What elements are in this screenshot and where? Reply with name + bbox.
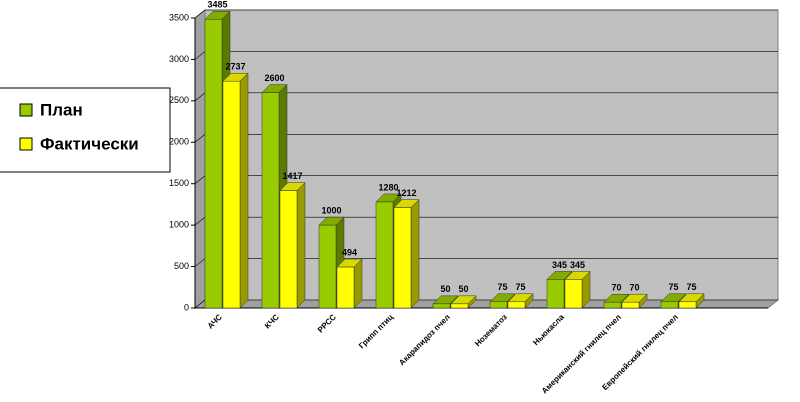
- grid-line: [194, 216, 206, 226]
- value-label: 70: [629, 283, 639, 293]
- bar-side: [239, 72, 249, 309]
- value-label: 1417: [282, 171, 302, 181]
- side-wall: [194, 8, 206, 310]
- grid-line: [194, 9, 206, 19]
- value-label: 75: [668, 282, 678, 292]
- value-label: 1000: [321, 206, 341, 216]
- y-tick-label: 3500: [169, 12, 189, 22]
- x-tick-label: Акарапидоз пчел: [397, 313, 452, 368]
- legend-swatch: [19, 103, 33, 117]
- legend-label: План: [40, 100, 83, 119]
- y-tick-label: 2500: [169, 95, 189, 105]
- grid-line: [194, 51, 206, 60]
- value-label: 3485: [207, 0, 227, 10]
- bar: [660, 301, 679, 309]
- value-label: 75: [515, 282, 525, 292]
- value-label: 75: [686, 282, 696, 292]
- grid-line: [194, 92, 206, 102]
- y-tick-label: 1000: [169, 220, 189, 230]
- y-tick-label: 500: [174, 261, 189, 271]
- value-label: 494: [342, 247, 357, 257]
- grid-line: [194, 258, 206, 267]
- y-tick-label: 2000: [169, 137, 189, 147]
- bar: [546, 279, 565, 309]
- bar: [279, 190, 298, 309]
- bar: [393, 207, 412, 309]
- bar-side: [410, 198, 420, 309]
- legend: [0, 87, 171, 173]
- value-label: 1280: [378, 182, 398, 192]
- bar: [603, 301, 622, 309]
- value-label: 345: [570, 260, 585, 270]
- value-label: 345: [552, 260, 567, 270]
- bar: [432, 303, 451, 309]
- y-tick-label: 3000: [169, 54, 189, 64]
- x-tick-label: Нозематоз: [473, 313, 509, 349]
- x-tick-label: АЧС: [206, 312, 224, 330]
- bar: [678, 301, 697, 309]
- bar: [450, 303, 469, 309]
- bar: [507, 301, 526, 309]
- bar: [375, 201, 394, 309]
- value-label: 70: [611, 283, 621, 293]
- bar-side: [353, 258, 363, 309]
- value-label: 2600: [264, 73, 284, 83]
- x-tick-label: Ньюкасла: [531, 312, 566, 347]
- bar: [261, 92, 280, 309]
- grid-line: [194, 299, 206, 309]
- bar: [222, 80, 241, 309]
- x-tick-label: РРСС: [316, 312, 338, 334]
- bar: [564, 279, 583, 309]
- value-label: 2737: [225, 62, 245, 72]
- x-tick-label: Грипп птиц: [357, 312, 395, 350]
- legend-label: Фактически: [40, 134, 139, 153]
- bar: [336, 266, 355, 309]
- grid-line: [194, 134, 206, 143]
- bar: [204, 18, 223, 309]
- value-label: 50: [458, 284, 468, 294]
- value-label: 50: [440, 284, 450, 294]
- value-label: 75: [497, 282, 507, 292]
- bar: [489, 301, 508, 309]
- bar: [318, 224, 337, 309]
- y-tick-label: 1500: [169, 178, 189, 188]
- value-label: 1212: [396, 188, 416, 198]
- x-tick-label: КЧС: [263, 312, 281, 330]
- bar-side: [296, 181, 306, 309]
- legend-swatch: [19, 137, 33, 151]
- bar: [621, 301, 640, 309]
- y-tick-label: 0: [184, 302, 189, 312]
- grid-line: [194, 175, 206, 184]
